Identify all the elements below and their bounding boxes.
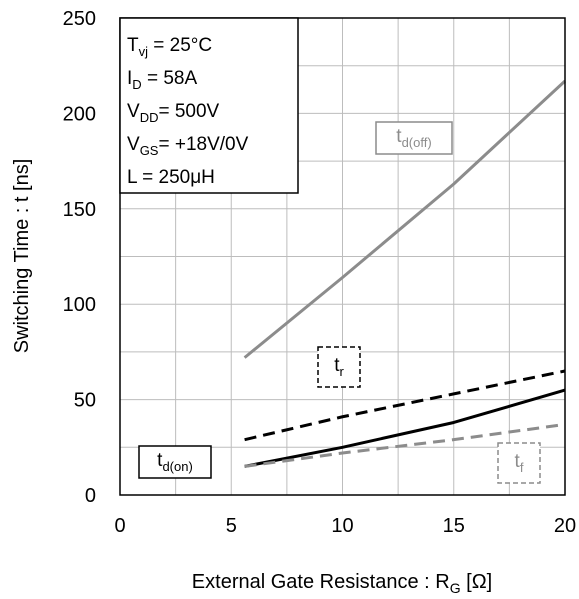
y-tick-label: 0 [85,485,96,507]
svg-text:td(on): td(on) [157,450,193,474]
condition-line: VGS= +18V/0V [127,134,249,158]
x-tick-labels: 0 5 10 15 20 [114,515,576,537]
series-label-f: tf [497,442,541,484]
y-tick-label: 100 [63,294,96,316]
y-tick-label: 250 [63,8,96,30]
y-tick-label: 150 [63,199,96,221]
svg-text:tf: tf [515,451,524,475]
conditions-box: Tvj = 25°C ID = 58A VDD= 500V VGS= +18V/0V L… [119,17,299,194]
series-label-r: tr [317,346,361,388]
x-axis-title-sub: G [450,580,461,596]
x-axis-title-main: External Gate Resistance : R [192,571,450,593]
x-axis-title-unit: [Ω] [461,571,493,593]
y-axis-title: Switching Time : t [ns] [11,159,33,354]
series-label-don: td(on) [138,445,212,479]
condition-line: Tvj = 25°C [127,35,212,59]
x-tick-label: 15 [443,515,465,537]
x-axis-title: External Gate Resistance : RG [Ω] [192,571,492,596]
y-tick-labels: 0 50 100 150 200 250 [63,8,96,507]
series-line-doff [243,79,567,359]
series-label-doff: td(off) [375,121,453,155]
condition-line: ID = 58A [127,68,197,92]
x-tick-label: 0 [114,515,125,537]
x-tick-label: 20 [554,515,576,537]
condition-line: VDD= 500V [127,101,220,125]
x-tick-label: 10 [331,515,353,537]
svg-text:tr: tr [334,355,344,379]
plot-frame [119,17,566,496]
series-labels: td(off) tr td(on) tf [138,121,541,484]
x-tick-label: 5 [226,515,237,537]
y-tick-label: 50 [74,390,96,412]
svg-text:td(off): td(off) [396,126,431,150]
condition-line: L = 250μH [127,167,215,188]
series-line-don [244,388,566,468]
y-tick-label: 200 [63,103,96,125]
series-line-f [244,422,566,468]
series-lines [243,79,567,468]
series-line-r [244,369,566,442]
